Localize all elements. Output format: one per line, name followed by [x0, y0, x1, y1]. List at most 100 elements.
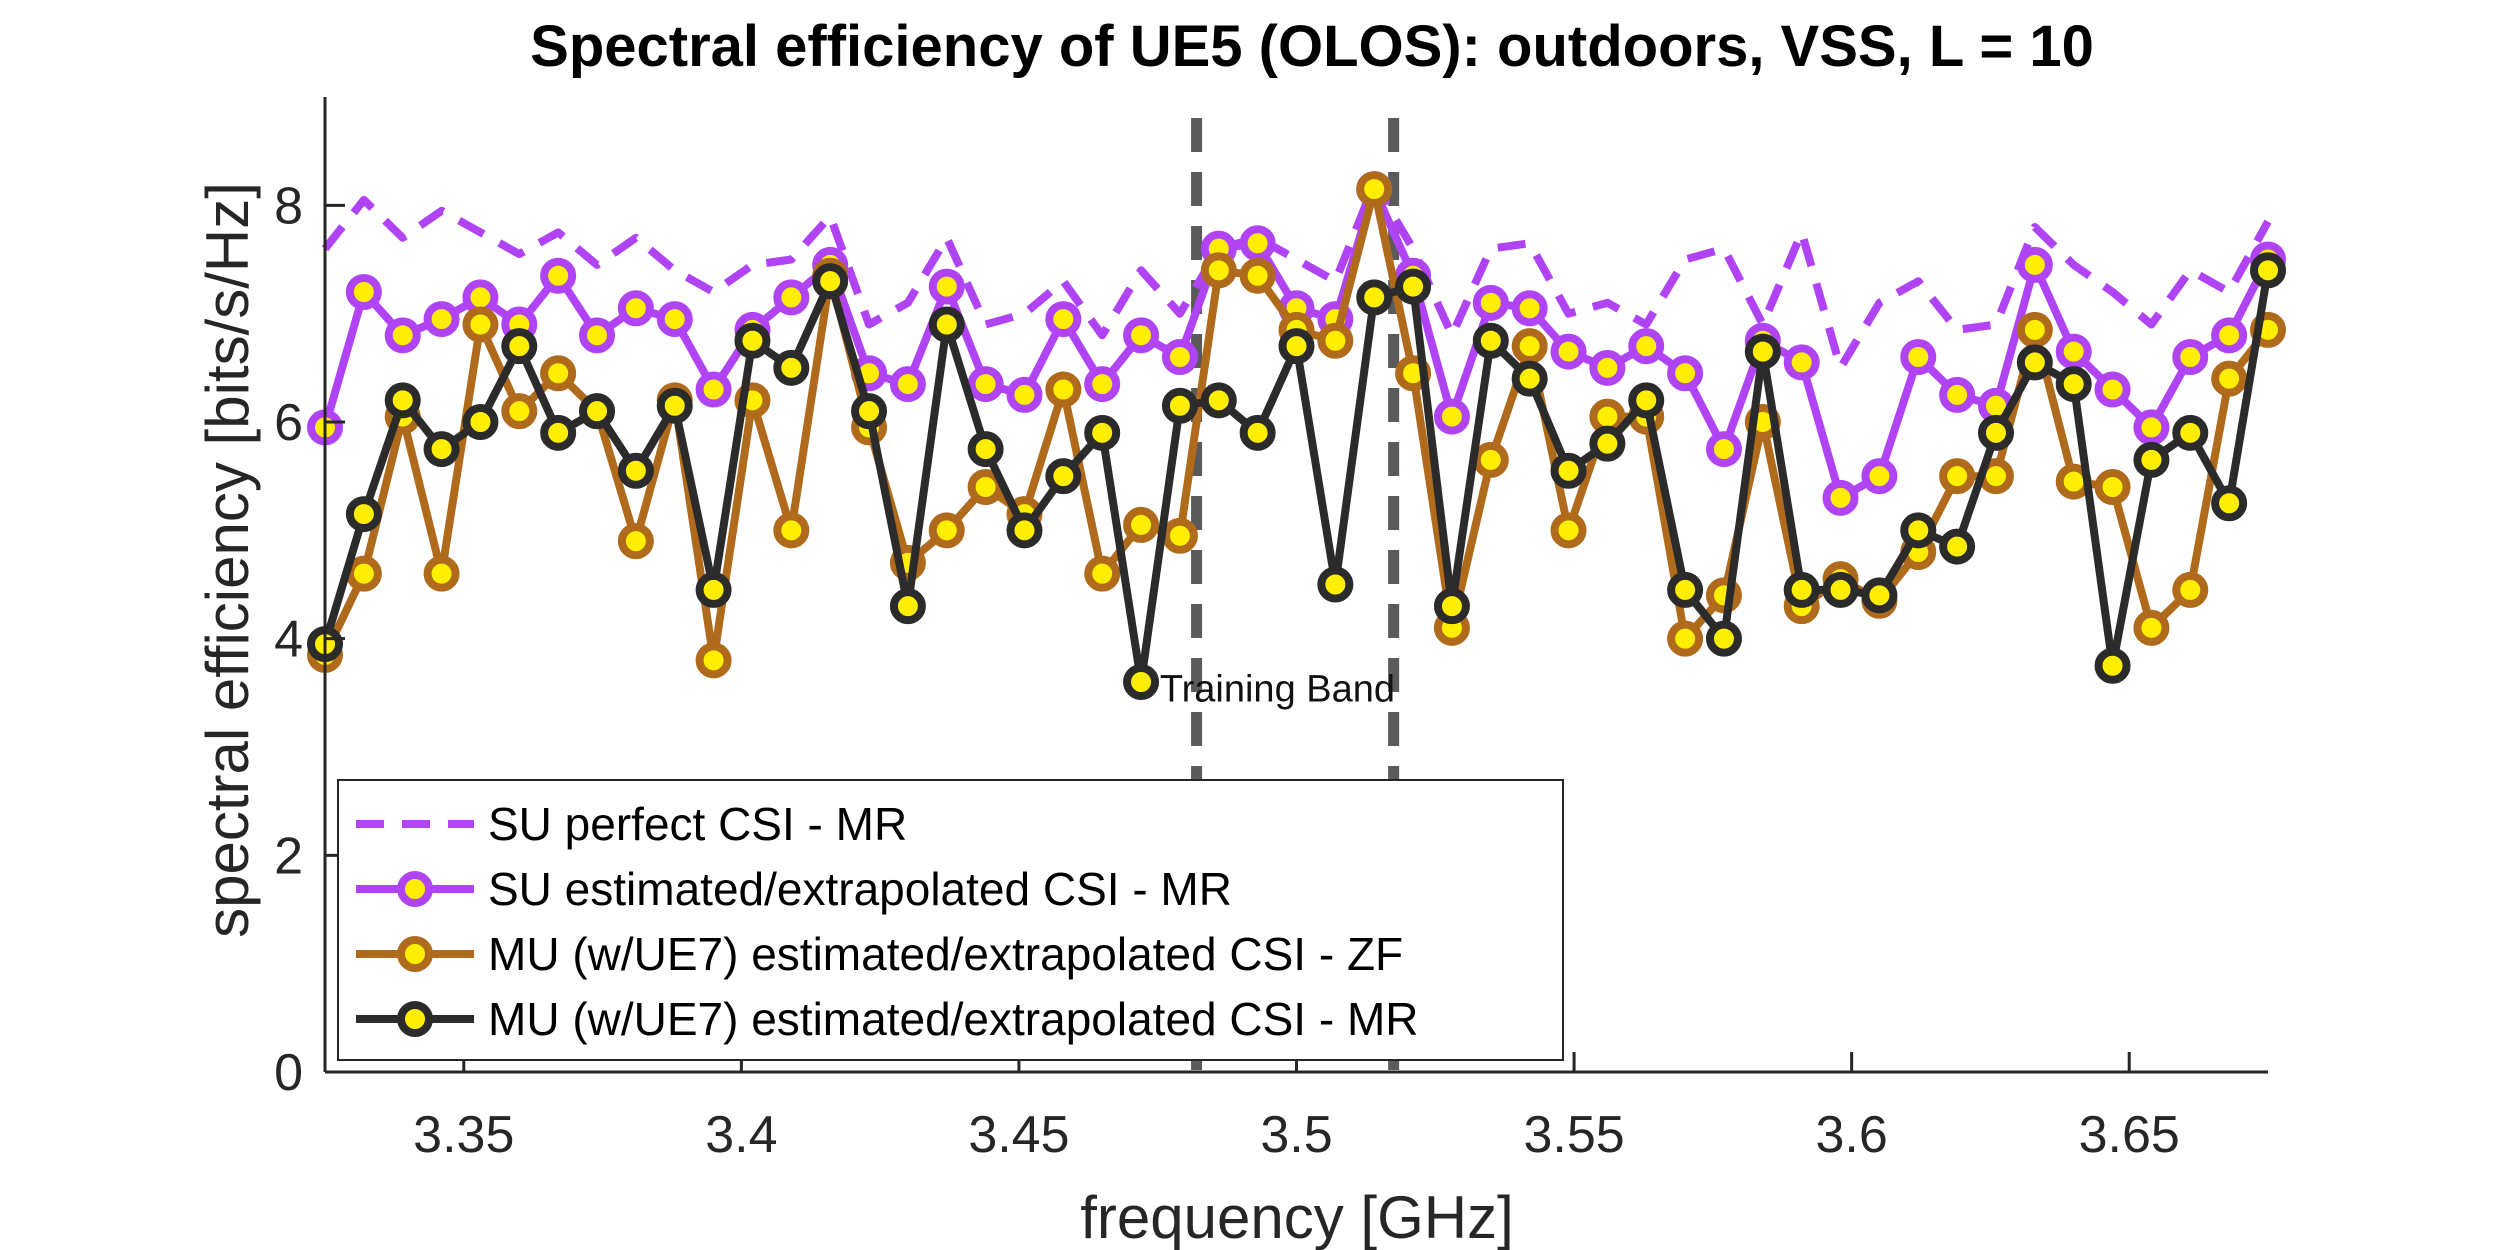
data-point [423, 431, 460, 468]
data-point [1822, 479, 1859, 516]
legend-box [337, 779, 1564, 1061]
data-point [1783, 344, 1820, 381]
data-point [1006, 376, 1043, 413]
x-tick-label: 3.6 [1815, 1106, 1887, 1164]
data-point [2133, 409, 2170, 446]
data-point [1161, 387, 1198, 424]
data-point [540, 257, 577, 294]
data-point [1200, 252, 1237, 289]
data-point [1744, 333, 1781, 370]
data-point [462, 404, 499, 440]
data-point [1783, 571, 1820, 608]
legend-swatch-marker [397, 871, 433, 907]
data-point [345, 555, 382, 592]
data-point [1705, 431, 1742, 468]
data-point [1123, 317, 1160, 354]
data-point [1511, 328, 1548, 365]
data-point [1900, 512, 1937, 549]
data-point [2133, 441, 2170, 478]
data-point [2055, 366, 2092, 403]
data-point [928, 512, 965, 549]
series-1 [321, 179, 2272, 372]
data-point [1395, 268, 1432, 305]
legend-swatch-marker [397, 936, 433, 972]
x-tick-label: 3.5 [1260, 1106, 1332, 1164]
data-point [2211, 485, 2248, 522]
data-point [695, 371, 732, 408]
data-point [1472, 284, 1509, 321]
data-point [617, 523, 654, 560]
data-point [345, 274, 382, 310]
data-point [1667, 355, 1704, 392]
data-point [1667, 571, 1704, 608]
x-tick-label: 3.55 [1523, 1106, 1624, 1164]
data-point [1861, 577, 1898, 614]
data-point [1705, 620, 1742, 657]
data-point [1939, 528, 1976, 565]
data-point [617, 452, 654, 489]
legend-item: SU perfect CSI - MR [356, 798, 907, 850]
y-axis-title: spectral efficiency [bits/s/Hz] [194, 182, 261, 938]
data-point [1356, 279, 1393, 316]
data-point [1161, 339, 1198, 375]
data-point [734, 322, 771, 359]
legend-label: SU estimated/extrapolated CSI - MR [488, 863, 1232, 915]
data-point [2133, 609, 2170, 646]
data-point [540, 414, 577, 451]
data-point [1511, 360, 1548, 397]
data-point [1239, 257, 1276, 294]
data-point [1939, 458, 1976, 495]
legend-label: MU (w/UE7) estimated/extrapolated CSI - … [488, 993, 1419, 1045]
data-point [851, 393, 888, 430]
data-point [2250, 252, 2286, 289]
data-point [1045, 458, 1082, 495]
legend-swatch-marker [397, 1001, 433, 1037]
data-point [1628, 328, 1665, 365]
y-tick-label: 6 [274, 394, 303, 452]
data-point [2055, 333, 2092, 370]
data-point [1472, 441, 1509, 478]
series-line [321, 179, 2272, 372]
data-point [1433, 398, 1470, 435]
data-point [967, 431, 1004, 468]
data-point [1317, 322, 1354, 359]
data-point [2094, 469, 2131, 505]
legend-item: SU estimated/extrapolated CSI - MR [356, 863, 1232, 915]
data-point [1084, 414, 1121, 451]
data-point [501, 393, 538, 430]
x-tick-label: 3.45 [968, 1106, 1069, 1164]
data-point [1006, 512, 1043, 549]
data-point [695, 642, 732, 679]
series-2 [307, 171, 2286, 516]
data-point [1239, 414, 1276, 451]
data-point [2172, 339, 2209, 375]
data-point [423, 301, 460, 338]
data-point [773, 512, 810, 549]
data-point [889, 588, 926, 625]
legend-item: MU (w/UE7) estimated/extrapolated CSI - … [356, 993, 1419, 1045]
data-point [1278, 328, 1315, 365]
data-point [2016, 344, 2053, 381]
data-point [2172, 414, 2209, 451]
data-point [1550, 452, 1587, 489]
data-point [1123, 664, 1160, 700]
data-point [928, 306, 965, 343]
legend-label: SU perfect CSI - MR [488, 798, 907, 850]
chart-title: Spectral efficiency of UE5 (OLOS): outdo… [530, 14, 2094, 79]
y-tick-label: 8 [274, 177, 303, 235]
data-point [656, 301, 693, 338]
data-point [2211, 360, 2248, 397]
data-point [1511, 290, 1548, 327]
training-band-annotation: Training Band [1160, 668, 1395, 710]
data-point [2094, 371, 2131, 408]
data-point [617, 290, 654, 327]
data-point [540, 355, 577, 392]
data-point [1084, 555, 1121, 592]
data-point [1822, 571, 1859, 608]
data-point [1239, 225, 1276, 262]
data-point [812, 263, 849, 300]
x-tick-label: 3.4 [705, 1106, 777, 1164]
data-point [423, 555, 460, 592]
data-point [967, 366, 1004, 403]
data-point [1550, 333, 1587, 370]
